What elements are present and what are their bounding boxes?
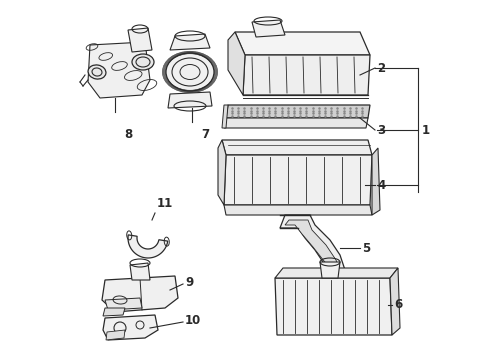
Polygon shape: [280, 215, 345, 278]
Polygon shape: [243, 55, 370, 95]
Polygon shape: [103, 308, 125, 316]
Text: 5: 5: [362, 242, 370, 255]
Text: 4: 4: [377, 179, 385, 192]
Polygon shape: [106, 330, 125, 340]
Text: 3: 3: [377, 123, 385, 136]
Polygon shape: [224, 155, 372, 205]
Text: 6: 6: [394, 298, 402, 311]
Ellipse shape: [88, 65, 106, 79]
Text: 10: 10: [185, 315, 201, 328]
Polygon shape: [105, 298, 142, 310]
Polygon shape: [170, 34, 210, 50]
Polygon shape: [228, 32, 245, 95]
Polygon shape: [390, 268, 400, 335]
Polygon shape: [128, 235, 168, 258]
Text: 8: 8: [124, 128, 132, 141]
Polygon shape: [103, 315, 158, 340]
Polygon shape: [275, 268, 398, 278]
Polygon shape: [224, 118, 368, 128]
Ellipse shape: [166, 53, 214, 91]
Polygon shape: [226, 105, 370, 118]
Text: 7: 7: [201, 128, 209, 141]
Polygon shape: [128, 28, 152, 52]
Ellipse shape: [329, 271, 346, 281]
Polygon shape: [235, 32, 370, 55]
Polygon shape: [320, 262, 340, 278]
Polygon shape: [252, 20, 285, 37]
Ellipse shape: [132, 54, 154, 70]
Text: 2: 2: [377, 62, 385, 75]
Polygon shape: [218, 140, 226, 205]
Polygon shape: [372, 148, 380, 215]
Polygon shape: [168, 92, 212, 108]
Polygon shape: [275, 278, 392, 335]
Polygon shape: [88, 42, 150, 98]
Text: 11: 11: [157, 197, 173, 210]
Polygon shape: [222, 105, 228, 128]
Polygon shape: [222, 140, 372, 155]
Polygon shape: [130, 263, 150, 280]
Polygon shape: [102, 276, 178, 312]
Text: 9: 9: [185, 276, 193, 289]
Polygon shape: [285, 220, 340, 274]
Polygon shape: [224, 205, 372, 215]
Text: 1: 1: [422, 123, 430, 136]
